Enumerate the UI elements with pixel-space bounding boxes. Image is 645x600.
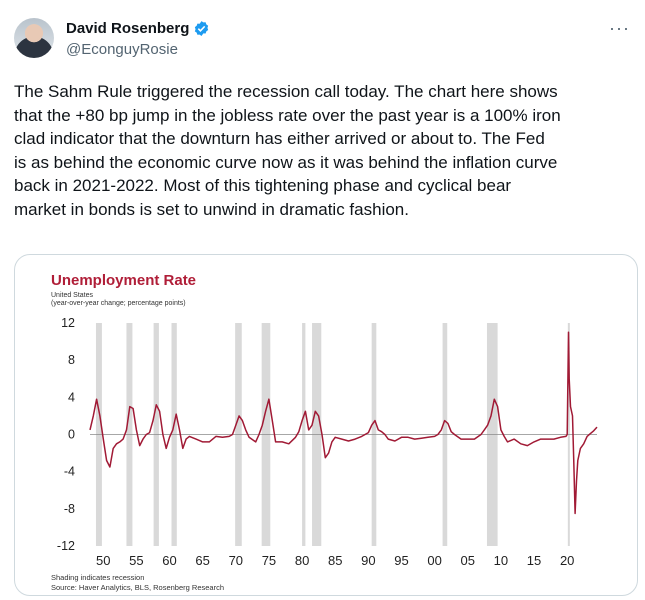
x-tick-label-14: 20 [560,553,574,568]
chart-image-card[interactable]: Unemployment Rate United States (year-ov… [14,254,638,596]
x-tick-label-10: 00 [427,553,441,568]
y-tick-label-1: 8 [68,353,75,367]
tweet-header: David Rosenberg @EconguyRosie ··· [14,14,634,62]
tweet-text: The Sahm Rule triggered the recession ca… [14,82,561,219]
author-name-row: David Rosenberg [66,20,210,37]
unemployment-chart: 12 8 4 0 -4 -8 -12 50 55 60 65 70 75 80 85 90 95 00 05 10 15… [57,316,598,568]
y-tick-label-4: -4 [64,465,75,479]
x-tick-label-13: 15 [527,553,541,568]
y-tick-label-6: -12 [57,539,75,553]
y-tick-label-0: 12 [61,316,75,330]
chart-title: Unemployment Rate [51,272,197,289]
chart-subtitle-country: United States [51,292,94,299]
display-name[interactable]: David Rosenberg [66,20,190,37]
y-tick-label-2: 4 [68,390,75,404]
x-tick-label-12: 10 [494,553,508,568]
x-tick-label-1: 55 [129,553,143,568]
more-options-icon[interactable]: ··· [609,18,630,38]
author-handle[interactable]: @EconguyRosie [66,41,178,58]
x-tick-label-9: 95 [394,553,408,568]
x-tick-label-3: 65 [195,553,209,568]
x-tick-label-6: 80 [295,553,309,568]
x-tick-label-5: 75 [262,553,276,568]
verified-badge-icon [195,21,209,36]
x-tick-label-7: 85 [328,553,342,568]
x-tick-label-2: 60 [162,553,176,568]
x-tick-label-8: 90 [361,553,375,568]
x-tick-label-11: 05 [461,553,475,568]
x-tick-label-4: 70 [229,553,243,568]
y-tick-label-5: -8 [64,502,75,516]
unemployment-series-line [89,331,598,515]
chart-footnote-source: Source: Haver Analytics, BLS, Rosenberg … [51,583,225,592]
y-tick-label-3: 0 [68,428,75,442]
x-tick-label-0: 50 [96,553,110,568]
chart-footnote-shading: Shading indicates recession [51,573,145,582]
chart-subtitle-units: (year-over-year change; percentage point… [51,300,186,307]
avatar[interactable] [14,18,54,58]
